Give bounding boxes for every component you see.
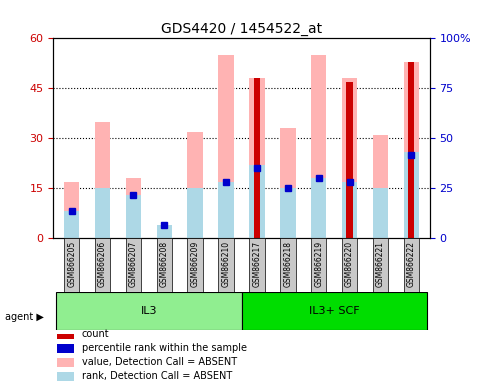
- Bar: [280, 188, 296, 238]
- Bar: [342, 182, 357, 238]
- FancyBboxPatch shape: [156, 238, 172, 292]
- Bar: [342, 78, 357, 238]
- Title: GDS4420 / 1454522_at: GDS4420 / 1454522_at: [161, 22, 322, 36]
- FancyBboxPatch shape: [95, 238, 110, 292]
- Bar: [373, 135, 388, 238]
- FancyBboxPatch shape: [280, 238, 296, 292]
- Text: GSM866207: GSM866207: [129, 241, 138, 287]
- Text: GSM866221: GSM866221: [376, 241, 385, 287]
- Bar: [64, 182, 79, 238]
- Text: GSM866217: GSM866217: [253, 241, 261, 287]
- FancyBboxPatch shape: [187, 238, 203, 292]
- Bar: [95, 188, 110, 238]
- FancyBboxPatch shape: [311, 238, 327, 292]
- Bar: [57, 372, 73, 381]
- Text: rank, Detection Call = ABSENT: rank, Detection Call = ABSENT: [82, 371, 232, 381]
- Text: GSM866205: GSM866205: [67, 241, 76, 287]
- Bar: [311, 178, 327, 238]
- Bar: [156, 225, 172, 238]
- FancyBboxPatch shape: [342, 238, 357, 292]
- FancyBboxPatch shape: [56, 292, 242, 330]
- Bar: [57, 330, 73, 339]
- Text: GSM866208: GSM866208: [160, 241, 169, 287]
- Bar: [95, 122, 110, 238]
- FancyBboxPatch shape: [242, 292, 427, 330]
- Text: GSM866206: GSM866206: [98, 241, 107, 287]
- Bar: [187, 188, 203, 238]
- Bar: [249, 78, 265, 238]
- Text: agent ▶: agent ▶: [5, 312, 43, 322]
- FancyBboxPatch shape: [373, 238, 388, 292]
- FancyBboxPatch shape: [249, 238, 265, 292]
- Bar: [404, 152, 419, 238]
- FancyBboxPatch shape: [64, 238, 79, 292]
- Text: count: count: [82, 329, 110, 339]
- Bar: [254, 78, 260, 238]
- Text: IL3+ SCF: IL3+ SCF: [309, 306, 359, 316]
- Text: GSM866210: GSM866210: [222, 241, 230, 287]
- Text: GSM866209: GSM866209: [191, 241, 199, 287]
- Bar: [280, 128, 296, 238]
- Text: GSM866222: GSM866222: [407, 241, 416, 287]
- Bar: [126, 195, 141, 238]
- Bar: [57, 358, 73, 367]
- Text: GSM866220: GSM866220: [345, 241, 354, 287]
- Bar: [249, 165, 265, 238]
- FancyBboxPatch shape: [126, 238, 141, 292]
- Bar: [408, 62, 414, 238]
- Bar: [57, 344, 73, 353]
- Bar: [311, 55, 327, 238]
- Text: IL3: IL3: [141, 306, 157, 316]
- Bar: [373, 188, 388, 238]
- Bar: [156, 228, 172, 238]
- Bar: [126, 178, 141, 238]
- Text: value, Detection Call = ABSENT: value, Detection Call = ABSENT: [82, 357, 237, 367]
- Text: percentile rank within the sample: percentile rank within the sample: [82, 343, 247, 353]
- Bar: [218, 55, 234, 238]
- Bar: [346, 82, 353, 238]
- Bar: [64, 212, 79, 238]
- Bar: [218, 182, 234, 238]
- Bar: [404, 62, 419, 238]
- Bar: [187, 132, 203, 238]
- FancyBboxPatch shape: [404, 238, 419, 292]
- FancyBboxPatch shape: [218, 238, 234, 292]
- Text: GSM866218: GSM866218: [284, 241, 292, 287]
- Text: GSM866219: GSM866219: [314, 241, 323, 287]
